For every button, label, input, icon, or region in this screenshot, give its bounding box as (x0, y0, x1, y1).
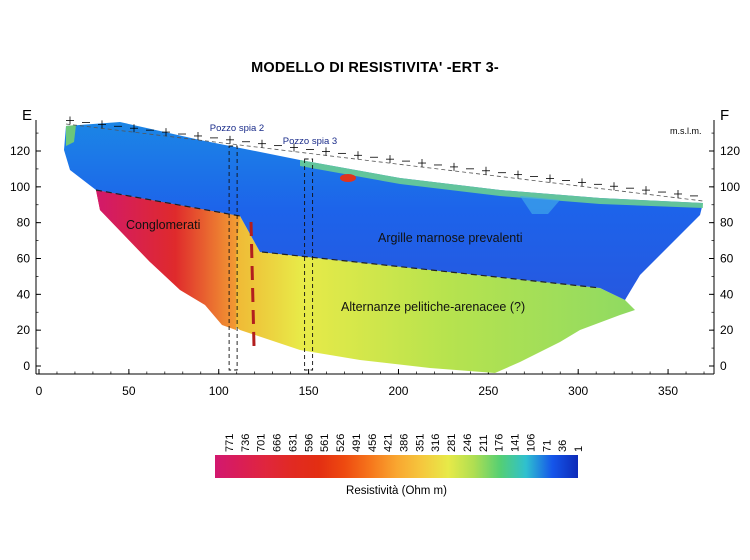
x-tick-label: 200 (388, 384, 408, 398)
colorbar-tick-label: 421 (383, 434, 395, 452)
unit-label: m.s.l.m. (670, 126, 702, 136)
well-1-column (228, 145, 238, 371)
x-tick-label: 50 (122, 384, 136, 398)
colorbar-tick-label: 666 (272, 434, 284, 452)
left-green-patch (66, 125, 76, 146)
colorbar-tick-label: 281 (446, 434, 458, 452)
figure-title: MODELLO DI RESISTIVITA' -ERT 3- (251, 60, 499, 76)
colorbar-tick-label: 36 (557, 440, 569, 452)
well-2-label: Pozzo spia 3 (283, 136, 337, 147)
y-tick-label-left: 0 (23, 359, 30, 373)
boundary-argille-alternanze (261, 251, 601, 289)
colorbar-tick-label: 386 (399, 434, 411, 452)
well-1-label: Pozzo spia 2 (210, 123, 264, 134)
y-tick-label-left: 120 (10, 144, 30, 158)
y-tick-label-right: 60 (720, 252, 734, 266)
colorbar-tick-label: 351 (414, 434, 426, 452)
colorbar-tick-label: 1 (573, 446, 585, 452)
x-tick-label: 150 (299, 384, 319, 398)
wells: Pozzo spia 2 Pozzo spia 3 (210, 123, 337, 371)
x-tick-label: 0 (36, 384, 43, 398)
colorbar-tick-label: 176 (494, 434, 506, 452)
y-tick-label-left: 40 (17, 287, 31, 301)
colorbar-tick-label: 316 (430, 434, 442, 452)
well-2-column (304, 158, 314, 371)
unit-label-1: Conglomerati (126, 218, 200, 232)
y-tick-label-right: 40 (720, 287, 734, 301)
colorbar-tick-label: 631 (287, 434, 299, 452)
unit-labels: Conglomerati Argille marnose prevalenti Al… (126, 218, 525, 314)
colorbar-gradient (215, 455, 578, 478)
y-tick-label-right: 80 (720, 216, 734, 230)
y-tick-label-left: 100 (10, 180, 30, 194)
colorbar-tick-label: 596 (303, 434, 315, 452)
surface-profile (65, 123, 704, 202)
colorbar-label: Resistività (Ohm m) (346, 485, 447, 497)
x-tick-label: 250 (478, 384, 498, 398)
endpoint-right: F (720, 107, 729, 124)
interpretation-lines (65, 123, 704, 347)
colorbar-tick-label: 141 (510, 434, 522, 452)
upper-light-patch (520, 196, 560, 214)
y-tick-label-right: 20 (720, 323, 734, 337)
upper-layer-fill (64, 122, 703, 300)
conglomerate-fill (96, 190, 240, 330)
x-tick-label: 100 (209, 384, 229, 398)
plot-frame (35, 120, 715, 375)
y-tick-label-left: 60 (17, 252, 31, 266)
electrode-markers (66, 116, 698, 198)
y-tick-label-left: 20 (17, 323, 31, 337)
colorbar-tick-label: 491 (351, 434, 363, 452)
unit-label-3: Alternanze pelitiche-arenacee (?) (341, 300, 525, 314)
colorbar-tick-label: 736 (240, 434, 252, 452)
colorbar-tick-label: 246 (462, 434, 474, 452)
colorbar-tick-label: 771 (224, 434, 236, 452)
colorbar-tick-label: 211 (478, 434, 490, 452)
y-tick-label-right: 100 (720, 180, 740, 194)
colorbar-tick-label: 701 (256, 434, 268, 452)
colorbar-tick-label: 106 (525, 434, 537, 452)
boundary-conglomerate (95, 189, 241, 217)
x-tick-label: 350 (658, 384, 678, 398)
y-tick-label-right: 120 (720, 144, 740, 158)
colorbar: 771 736 701 666 631 596 561 526 491 456 421 386 351 3… (215, 434, 585, 478)
section-fill (64, 122, 703, 373)
y-tick-label-left: 80 (17, 216, 31, 230)
surface-green-band (300, 160, 703, 208)
colorbar-tick-label: 71 (541, 440, 553, 452)
x-tick-label: 300 (568, 384, 588, 398)
colorbar-tick-label: 561 (319, 434, 331, 452)
surface-anomaly (340, 174, 356, 182)
colorbar-tick-label: 526 (335, 434, 347, 452)
unit-label-2: Argille marnose prevalenti (378, 231, 523, 245)
endpoint-left: E (22, 107, 32, 124)
colorbar-tick-label: 456 (367, 434, 379, 452)
y-tick-label-right: 0 (720, 359, 727, 373)
